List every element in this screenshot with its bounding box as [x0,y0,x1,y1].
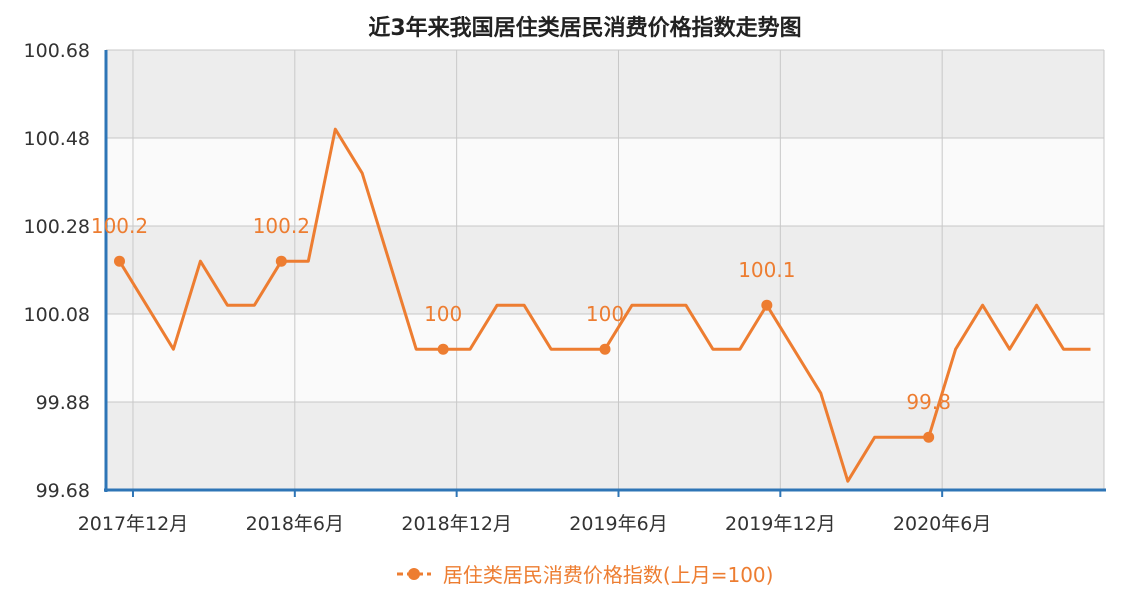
grid-band [106,138,1104,226]
x-tick-label: 2018年6月 [246,513,344,535]
data-label: 100.1 [738,258,795,282]
grid-band [106,402,1104,490]
y-tick-label: 99.68 [36,480,90,502]
data-label: 100.2 [253,214,310,238]
data-point-marker [113,255,125,267]
data-point-marker [599,343,611,355]
x-tick-label: 2019年12月 [725,513,836,535]
grid-band [106,226,1104,314]
y-tick-label: 100.28 [24,216,90,238]
data-point-marker [923,431,935,443]
grid-band [106,50,1104,138]
data-label: 100 [424,302,462,326]
data-point-marker [437,343,449,355]
legend-label: 居住类居民消费价格指数(上月=100) [442,563,774,587]
data-label: 99.8 [906,390,951,414]
data-point-marker [761,299,773,311]
grid-band [106,314,1104,402]
data-point-marker [275,255,287,267]
legend-marker-icon [396,567,431,580]
y-tick-label: 99.88 [36,392,90,414]
data-label: 100.2 [91,214,148,238]
chart-title: 近3年来我国居住类居民消费价格指数走势图 [368,16,802,41]
data-label: 100 [586,302,624,326]
y-tick-label: 100.68 [24,40,90,62]
x-tick-label: 2017年12月 [78,513,189,535]
x-tick-label: 2020年6月 [893,513,991,535]
y-tick-label: 100.48 [24,128,90,150]
x-tick-label: 2019年6月 [569,513,667,535]
legend: 居住类居民消费价格指数(上月=100) [0,559,1148,588]
x-tick-label: 2018年12月 [401,513,512,535]
y-tick-label: 100.08 [24,304,90,326]
